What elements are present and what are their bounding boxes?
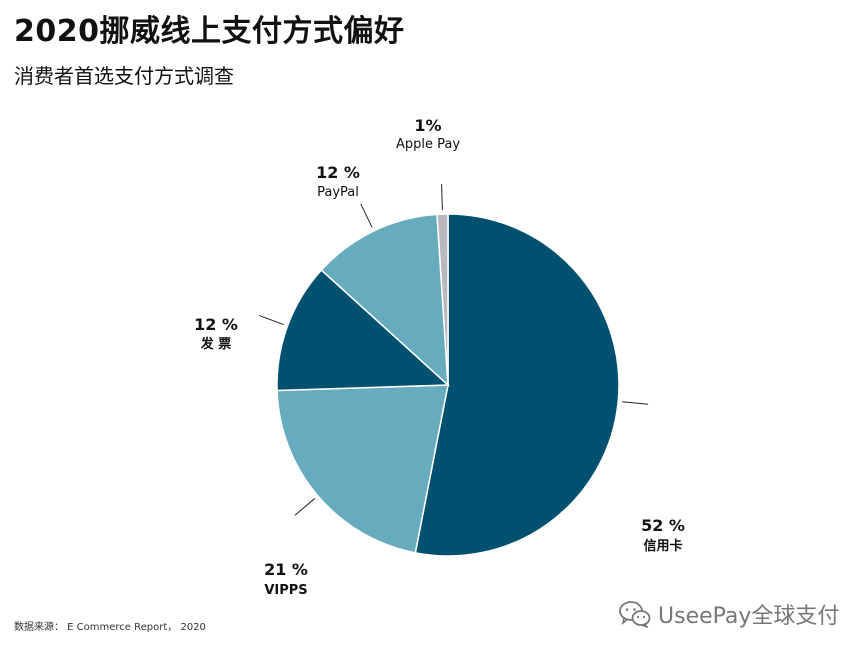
- leader-line: [294, 498, 316, 516]
- pie-slices: [276, 213, 620, 557]
- slice-label-vipps: VIPPS: [264, 583, 307, 598]
- slice-vipps: [276, 384, 449, 554]
- watermark-text: UseePay全球支付: [658, 604, 840, 629]
- wechat-icon: [619, 601, 651, 628]
- slice-value-vipps: 21 %: [264, 560, 308, 579]
- slice-apple-pay: [436, 213, 449, 386]
- slice-label-credit-card: 信用卡: [643, 538, 682, 554]
- slice-value-paypal: 12 %: [316, 163, 360, 182]
- leader-line: [360, 203, 373, 228]
- slice-credit-card: [414, 213, 620, 557]
- watermark: UseePay全球支付: [618, 598, 839, 630]
- slice-invoice: [276, 268, 450, 392]
- leader-line: [441, 184, 443, 211]
- slice-paypal: [320, 213, 449, 387]
- slice-label-apple-pay: Apple Pay: [396, 137, 460, 152]
- page-subtitle: 消费者首选支付方式调查: [14, 64, 234, 88]
- data-source: 数据来源： E Commerce Report， 2020: [14, 622, 206, 633]
- slice-value-credit-card: 52 %: [641, 516, 685, 535]
- page-title: 2020挪威线上支付方式偏好: [14, 14, 405, 49]
- slice-label-invoice: 发 票: [200, 336, 232, 352]
- leader-lines: [259, 184, 649, 516]
- slice-value-invoice: 12 %: [194, 315, 238, 334]
- leader-line: [622, 401, 649, 405]
- slice-value-apple-pay: 1%: [414, 116, 441, 135]
- slice-label-paypal: PayPal: [317, 185, 359, 200]
- leader-line: [259, 315, 284, 326]
